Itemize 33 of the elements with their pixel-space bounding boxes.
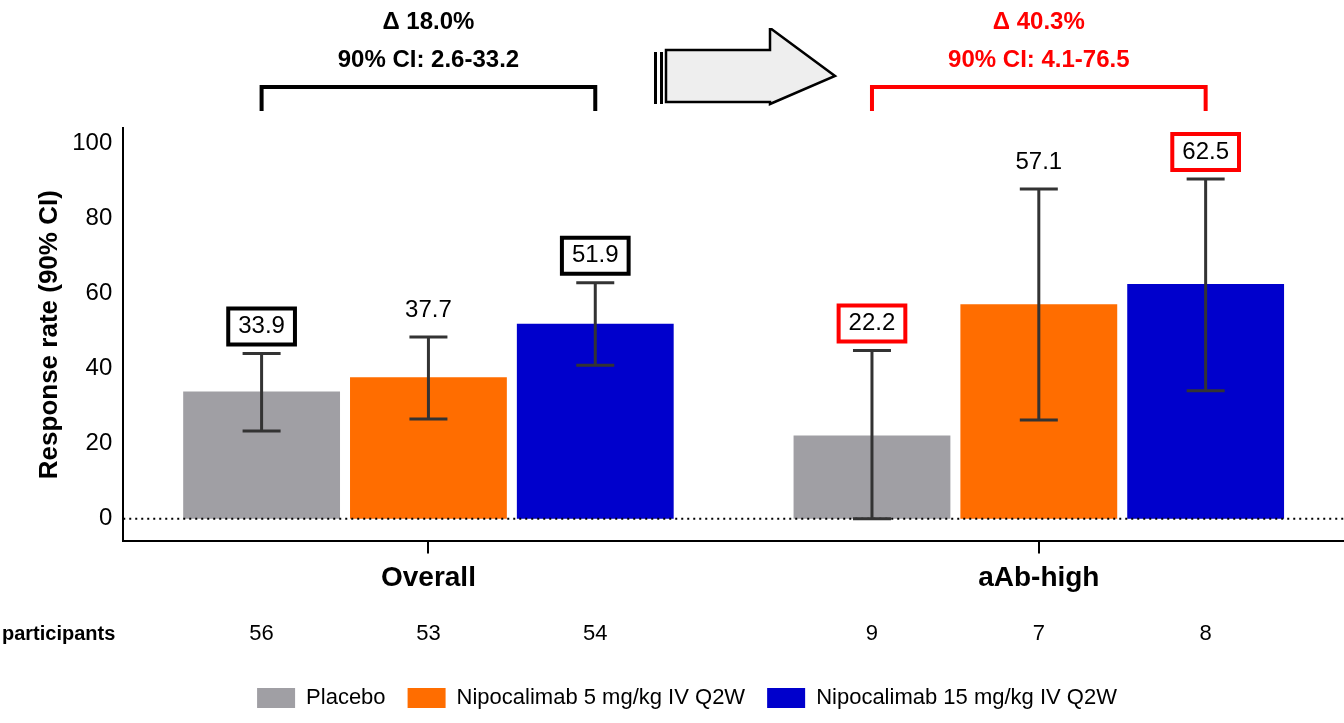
legend-label: Nipocalimab 5 mg/kg IV Q2W — [456, 684, 746, 710]
y-tick-label: 100 — [72, 127, 113, 155]
text: Δ 40.3% 90% CI: 4.1-76.5 — [948, 6, 1130, 72]
y-tick-label: 0 — [98, 503, 113, 531]
y-tick-label: 40 — [85, 353, 113, 381]
data-label: 33.9 — [238, 311, 285, 339]
text: 54 — [583, 620, 608, 646]
text: Δ 18.0% 90% CI: 2.6-33.2 — [337, 6, 520, 72]
bar — [350, 377, 507, 519]
annotation: 62.5 — [1182, 136, 1230, 164]
bar — [516, 323, 674, 519]
bar — [793, 435, 951, 519]
bar — [1127, 283, 1285, 519]
text: 9 — [865, 620, 879, 646]
data-label: 51.9 — [571, 240, 619, 268]
annotation: 57.1 — [1015, 146, 1063, 174]
y-axis-title: Response rate (90% CI) — [32, 190, 63, 480]
text: 7 — [1032, 620, 1045, 646]
text: 53 — [416, 620, 441, 646]
y-tick-label: 20 — [85, 428, 113, 456]
legend-label: Nipocalimab 15 mg/kg IV Q2W — [816, 684, 1118, 710]
x-tick-label: aAb-high — [978, 560, 1100, 592]
text: participants — [2, 621, 116, 644]
data-label: 37.7 — [405, 294, 452, 322]
legend-label: Placebo — [306, 684, 386, 710]
y-tick-label: 60 — [85, 277, 113, 305]
annotation: 22.2 — [848, 308, 896, 336]
y-tick-label: 80 — [85, 202, 113, 230]
bar — [183, 391, 341, 519]
x-tick-label: Overall — [380, 560, 476, 592]
text: 8 — [1199, 620, 1212, 646]
text: 56 — [249, 620, 274, 646]
bar — [960, 304, 1118, 519]
